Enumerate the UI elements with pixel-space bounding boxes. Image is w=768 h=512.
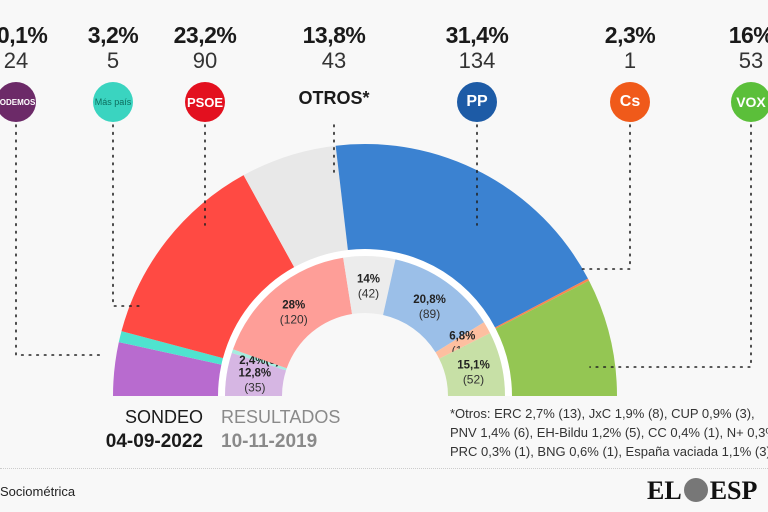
sondeo-segment-vox (495, 280, 617, 396)
sondeo-segment-cs (495, 278, 590, 329)
resultados-segment-m-s-pa-s (231, 349, 287, 371)
party-seats: 24 (3, 48, 29, 73)
party-header-psoe: 23,2% 90 PSOE (150, 22, 260, 122)
party-header-pp: 31,4% 134 PP (422, 22, 532, 122)
party-seats: 90 (192, 48, 218, 73)
party-header-cs: 2,3% 1 Cs (575, 22, 685, 122)
pp-logo-icon: PP (457, 82, 497, 122)
inner-seats-label: (89) (419, 307, 440, 321)
resultados-segment-psoe (233, 257, 353, 369)
party-pct: 23,2% (173, 22, 237, 48)
brand-text: EL (647, 476, 682, 505)
inner-pct-label: 12,8% (239, 368, 272, 380)
party-pct: 16% (728, 22, 768, 48)
mas-pais-logo-icon: Más país (93, 82, 133, 122)
inner-pct-label: 15,1% (457, 359, 490, 371)
legend-resultados: RESULTADOS 10-11-2019 (221, 405, 340, 455)
sondeo-segment-podemos (113, 342, 222, 396)
party-pct: 2,3% (604, 22, 656, 48)
party-header-podemos: 20,1% 24 PODEMOS. (0, 22, 71, 122)
footnote-line: PNV 1,4% (6), EH-Bildu 1,2% (5), CC 0,4%… (450, 425, 768, 440)
resultados-segment-otros- (343, 255, 396, 315)
inner-pct-label: 14% (357, 274, 380, 286)
party-pct: 20,1% (0, 22, 48, 48)
vox-logo-icon: VOX (731, 82, 768, 122)
party-header-otros: 13,8% 43 OTROS* (279, 22, 389, 109)
leader-line (579, 124, 631, 270)
podemos-logo-icon: PODEMOS. (0, 82, 36, 122)
inner-pct-label: 28% (282, 299, 305, 311)
otros-footnote: *Otros: ERC 2,7% (13), JxC 1,9% (8), CUP… (450, 404, 768, 461)
party-seats: 5 (106, 48, 120, 73)
resultados-segment-vox (439, 333, 505, 396)
party-seats: 1 (623, 48, 637, 73)
resultados-segment-podemos (225, 352, 287, 396)
inner-seats-label: (52) (463, 372, 484, 386)
source-label: Sociométrica (0, 484, 76, 499)
leader-line (112, 124, 141, 307)
inner-seats-label: (35) (244, 381, 265, 395)
party-pct: 31,4% (445, 22, 509, 48)
divider (0, 468, 768, 469)
psoe-logo-icon: PSOE (185, 82, 225, 122)
party-seats: 53 (738, 48, 764, 73)
cs-logo-icon: Cs (610, 82, 650, 122)
leader-line (589, 124, 752, 368)
legend-sondeo: SONDEO 04-09-2022 (106, 405, 203, 455)
brand-logo: EL ESP (647, 476, 757, 506)
brand-text: ESP (709, 476, 758, 505)
party-pct: 13,8% (302, 22, 366, 48)
inner-seats-label: (42) (358, 287, 379, 301)
resultados-segment-cs (435, 322, 491, 359)
footnote-line: *Otros: ERC 2,7% (13), JxC 1,9% (8), CUP… (450, 406, 755, 421)
legend-resultados-date: 10-11-2019 (221, 431, 318, 452)
inner-pct-label: 20,8% (413, 294, 446, 306)
lion-icon (683, 478, 708, 502)
footnote-line: PRC 0,3% (1), BNG 0,6% (1), España vacia… (450, 444, 768, 459)
party-header-vox: 16% 53 VOX (696, 22, 768, 122)
party-pct: 3,2% (87, 22, 139, 48)
legend-resultados-label: RESULTADOS (221, 407, 341, 427)
sondeo-segment-pp (335, 144, 588, 328)
party-seats: 43 (321, 48, 347, 73)
legend-sondeo-date: 04-09-2022 (105, 431, 203, 452)
party-seats: 134 (458, 48, 496, 73)
resultados-segment-pp (383, 259, 484, 353)
sondeo-segment-m-s-pa-s (118, 331, 223, 365)
sondeo-segment-otros- (243, 145, 348, 268)
sondeo-segment-psoe (121, 175, 295, 359)
leader-line (15, 124, 106, 356)
legend-sondeo-label: SONDEO (124, 407, 203, 427)
inner-seats-label: (120) (280, 312, 308, 326)
otros-label: OTROS* (298, 88, 370, 108)
inner-pct-label: 6,8% (449, 331, 475, 343)
party-header-mas-pais: 3,2% 5 Más país (58, 22, 168, 122)
